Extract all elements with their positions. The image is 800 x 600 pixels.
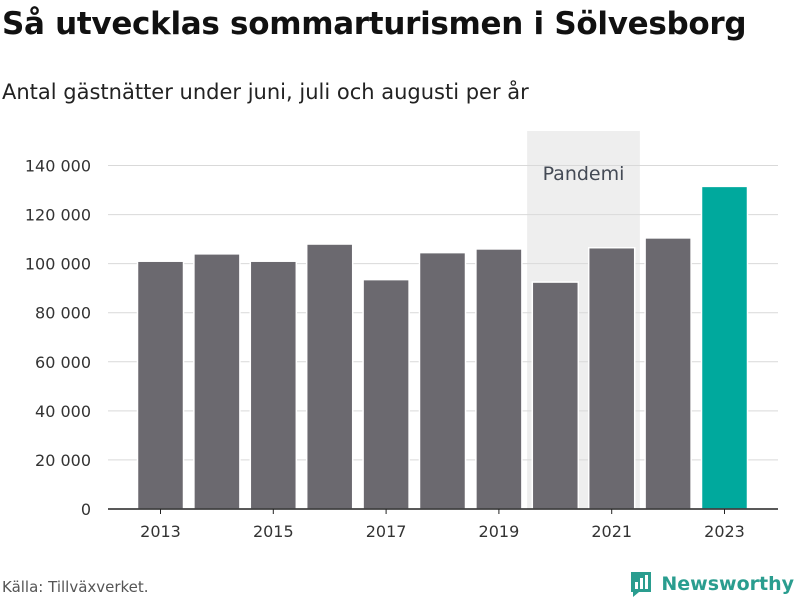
source-note: Källa: Tillväxverket. [2,578,149,596]
chart-title: Så utvecklas sommarturismen i Sölvesborg [2,6,747,42]
y-tick-label: 80 000 [35,304,91,323]
y-tick-label: 60 000 [35,353,91,372]
bar-2023 [700,185,749,510]
y-tick-label: 40 000 [35,402,91,421]
chart-subtitle: Antal gästnätter under juni, juli och au… [2,80,529,104]
x-tick-label: 2015 [253,522,294,541]
bar-2018 [418,251,467,510]
y-tick-label: 120 000 [25,206,91,225]
x-tick-label: 2021 [591,522,632,541]
bar-2013 [136,260,185,510]
x-tick-label: 2013 [140,522,181,541]
x-tick-label: 2017 [366,522,407,541]
bar-2020 [531,281,580,510]
bar-2015 [249,260,298,510]
y-tick-label: 140 000 [25,157,91,176]
bar-2021 [587,246,636,510]
x-tick-label: 2019 [479,522,520,541]
bar-2022 [644,237,692,510]
newsworthy-logo-text: Newsworthy [661,573,794,595]
x-tick-label: 2023 [704,522,745,541]
y-tick-label: 100 000 [25,255,91,274]
newsworthy-logo[interactable]: Newsworthy [629,568,794,600]
newsworthy-logo-icon [631,572,652,597]
y-tick-label: 0 [81,500,91,519]
bar-2019 [475,248,523,510]
y-tick-label: 20 000 [35,451,91,470]
bar-2017 [362,278,410,510]
pandemic-label: Pandemi [543,163,625,185]
bar-2016 [305,243,354,510]
bar-2014 [193,253,241,510]
